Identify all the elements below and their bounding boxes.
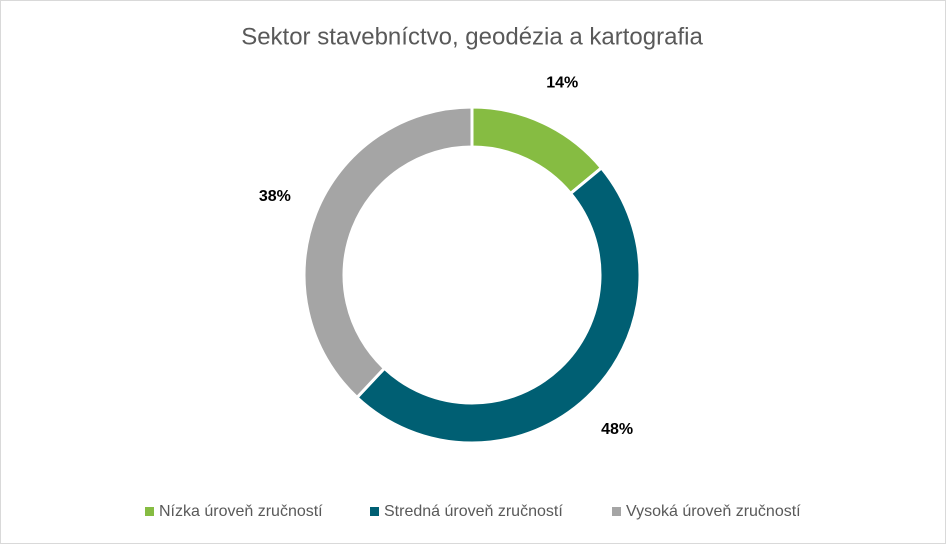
- data-label: 14%: [546, 74, 578, 91]
- legend-label: Nízka úroveň zručností: [159, 503, 323, 520]
- legend-swatch: [612, 507, 621, 516]
- data-label: 38%: [259, 188, 291, 205]
- legend-swatch: [145, 507, 154, 516]
- legend-label: Vysoká úroveň zručností: [626, 503, 801, 520]
- donut-segment: [354, 165, 642, 445]
- data-label: 48%: [601, 421, 633, 438]
- legend-label: Stredná úroveň zručností: [384, 503, 563, 520]
- donut-segment: [302, 105, 474, 400]
- legend-swatch: [370, 507, 379, 516]
- chart-title: Sektor stavebníctvo, geodézia a kartogra…: [241, 23, 703, 50]
